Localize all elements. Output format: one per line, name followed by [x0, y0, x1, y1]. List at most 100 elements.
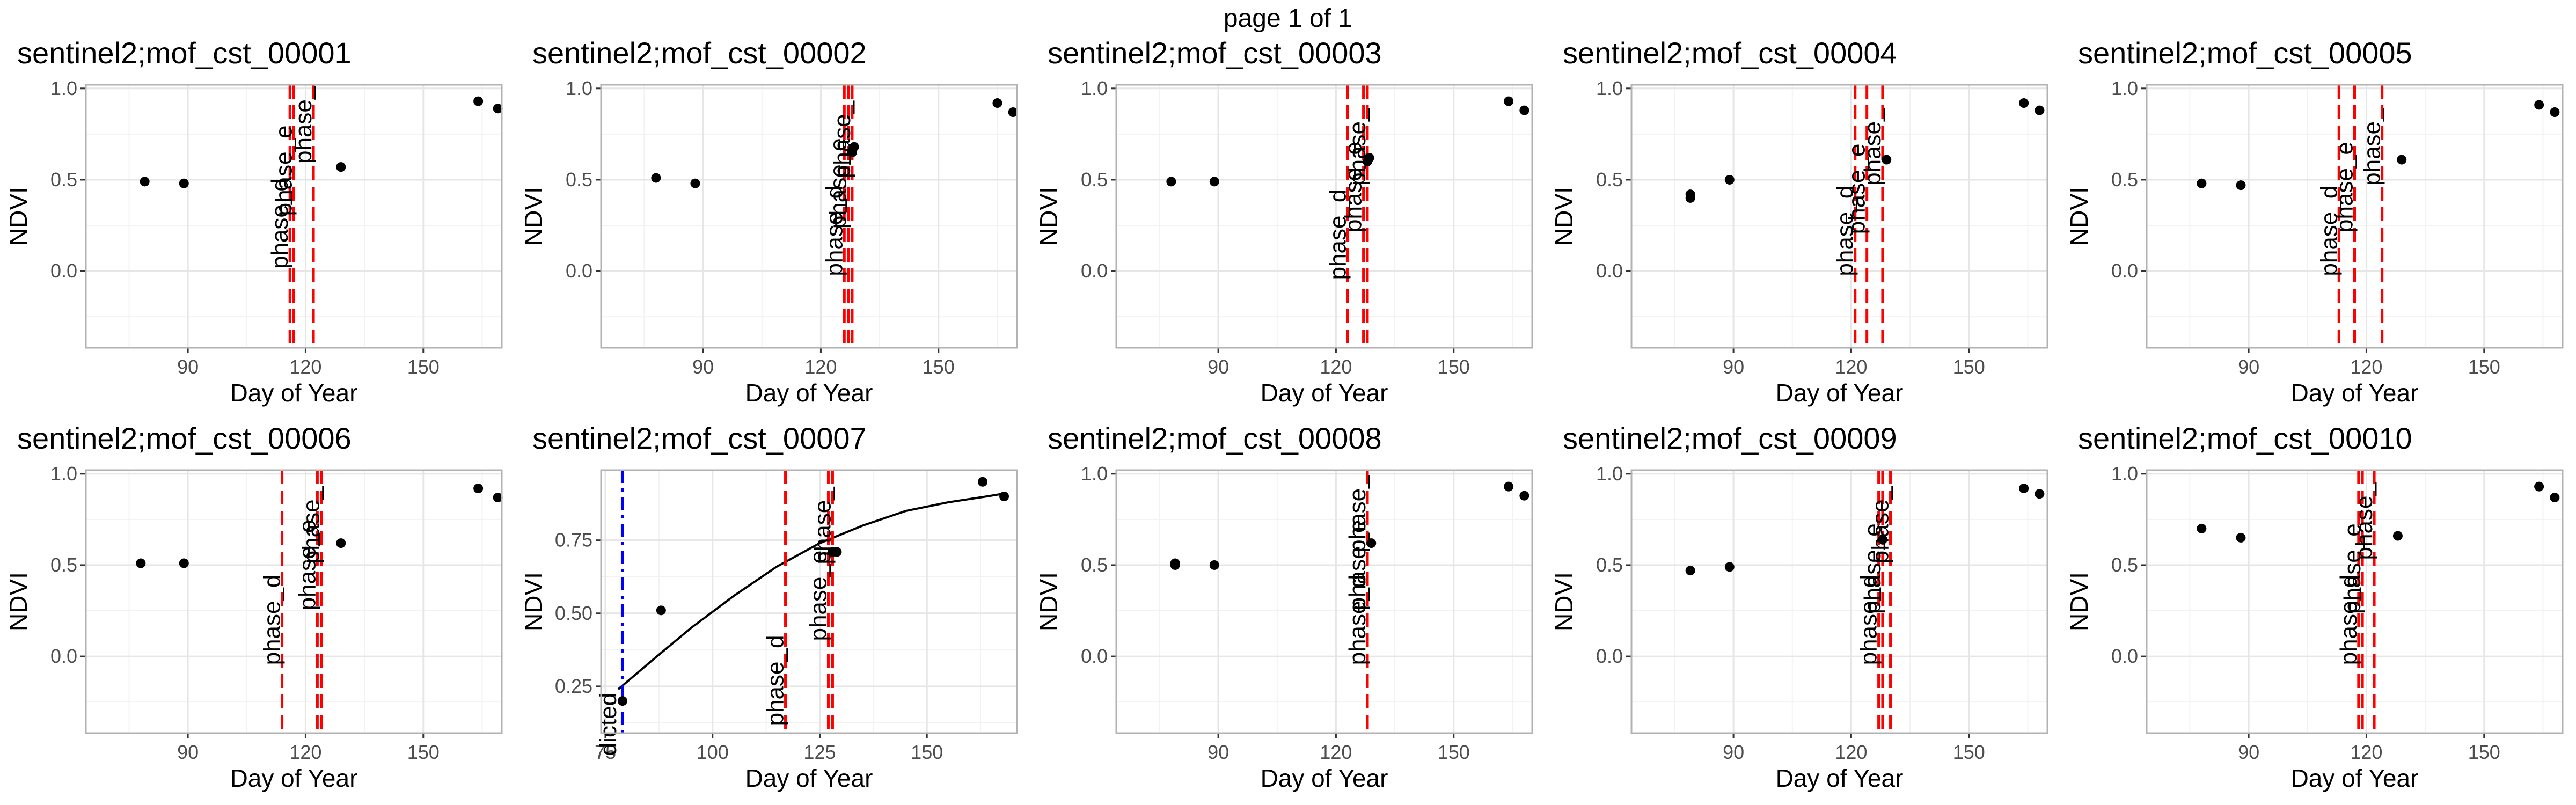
x-tick-label: 120	[1835, 356, 1867, 378]
data-point	[1724, 562, 1735, 572]
panel-background	[601, 470, 1017, 733]
data-point	[2550, 107, 2560, 118]
y-tick-label: 0.5	[2111, 169, 2138, 191]
data-point	[1008, 107, 1018, 118]
y-axis-title: NDVI	[1035, 572, 1063, 631]
y-tick-label: 1.0	[50, 463, 77, 485]
data-point	[978, 477, 988, 487]
y-tick-label: 0.0	[50, 260, 77, 282]
panel-border	[1630, 469, 2048, 734]
data-point	[849, 142, 859, 152]
y-axis-title: NDVI	[4, 572, 32, 631]
facet-title: sentinel2;mof_cst_00004	[1563, 36, 1897, 70]
phase-vline-label: phase_d	[2336, 575, 2362, 665]
x-axis-title: Day of Year	[230, 764, 358, 792]
x-tick-label: 120	[289, 356, 321, 378]
facet-title: sentinel2;mof_cst_00002	[532, 36, 867, 70]
x-tick-label: 90	[2238, 356, 2259, 378]
x-tick-label: 150	[923, 356, 955, 378]
panel-border	[2146, 84, 2564, 349]
y-tick-label: 0.0	[1081, 645, 1108, 667]
y-axis-title: NDVI	[519, 572, 547, 631]
x-tick-label: 125	[803, 741, 836, 763]
y-tick-label: 1.0	[2111, 77, 2138, 99]
phase-vline-label: phase_e	[1341, 142, 1367, 232]
panel-border	[1115, 84, 1533, 349]
panel-border	[1115, 469, 1533, 734]
facet-title: sentinel2;mof_cst_00008	[1048, 421, 1382, 455]
data-point	[2236, 180, 2246, 191]
data-point	[617, 696, 627, 706]
panel-background	[601, 85, 1017, 348]
data-point	[2392, 531, 2403, 541]
x-tick-label: 90	[1208, 356, 1229, 378]
data-point	[1685, 566, 1695, 576]
x-tick-label: 120	[804, 356, 837, 378]
panel-background	[1116, 85, 1532, 348]
data-point	[656, 605, 666, 616]
x-tick-label: 150	[1438, 741, 1470, 763]
phase-vline-label: phase_d	[259, 575, 286, 665]
y-axis-title: NDVI	[2065, 572, 2093, 631]
facet-panel-9: 0.00.51.090 120 150phase_dphase_ephase_sen…	[1550, 421, 2048, 792]
x-tick-label: 150	[1953, 741, 1985, 763]
data-point	[1882, 155, 1892, 165]
data-point	[1685, 189, 1695, 200]
x-axis-title: Day of Year	[1776, 379, 1904, 407]
data-point	[2035, 489, 2045, 499]
data-point	[1504, 481, 1514, 492]
phase-vline-label: phase_e	[825, 138, 852, 229]
y-tick-label: 0.0	[566, 260, 592, 282]
x-tick-label: 90	[1723, 356, 1744, 378]
data-point	[1209, 560, 1219, 570]
y-axis-title: NDVI	[1550, 572, 1578, 631]
x-axis-title: Day of Year	[1776, 764, 1904, 792]
y-tick-label: 0.5	[50, 169, 77, 191]
y-tick-label: 1.0	[566, 77, 592, 99]
panel-border	[85, 469, 503, 734]
y-tick-label: 0.5	[1596, 554, 1623, 576]
phase-vline-label: phase_	[829, 100, 855, 178]
phase-vline-label: phase_e	[2339, 523, 2366, 614]
phase-vline-label: phase_e	[805, 551, 831, 641]
y-tick-label: 0.0	[1081, 260, 1108, 282]
y-tick-label: 1.0	[1081, 77, 1108, 99]
data-point	[2550, 493, 2560, 503]
x-tick-label: 120	[2350, 741, 2382, 763]
phase-vline-label: phase_d	[1324, 189, 1351, 280]
x-tick-label: 150	[2468, 356, 2500, 378]
phase-vline-label: phase_e	[2332, 142, 2358, 232]
y-axis-title: NDVI	[1550, 187, 1578, 246]
facet-title: sentinel2;mof_cst_00006	[17, 421, 352, 455]
data-point	[2534, 100, 2544, 110]
x-tick-label: 120	[289, 741, 321, 763]
phase-vline-label: phase_e	[1844, 144, 1870, 235]
data-point	[2035, 105, 2045, 115]
y-tick-label: 0.0	[1596, 260, 1623, 282]
data-point	[1170, 560, 1180, 570]
y-tick-label: 0.0	[2111, 645, 2138, 667]
x-tick-label: 90	[1208, 741, 1229, 763]
y-axis-title: NDVI	[4, 187, 32, 246]
data-point	[140, 177, 150, 187]
data-point	[690, 178, 700, 188]
facet-title: sentinel2;mof_cst_00010	[2078, 421, 2412, 455]
data-point	[136, 558, 146, 568]
facet-panel-7: 0.25 0.50 0.75 75 100 125 150 dicted phase_d phas…	[519, 421, 1018, 792]
data-point	[179, 178, 189, 188]
y-tick-label: 0.5	[1081, 169, 1108, 191]
data-point	[1166, 177, 1176, 187]
x-tick-label: 75	[595, 741, 616, 763]
data-point	[1504, 96, 1514, 106]
x-axis-title: Day of Year	[1261, 379, 1388, 407]
data-point	[2019, 484, 2029, 494]
phase-vline-label: phase_d	[821, 186, 847, 276]
y-tick-label: 0.5	[1081, 554, 1108, 576]
phase-vline-label: phase_	[1868, 486, 1894, 564]
x-tick-label: 90	[177, 741, 199, 763]
facet-title: sentinel2;mof_cst_00009	[1563, 421, 1897, 455]
